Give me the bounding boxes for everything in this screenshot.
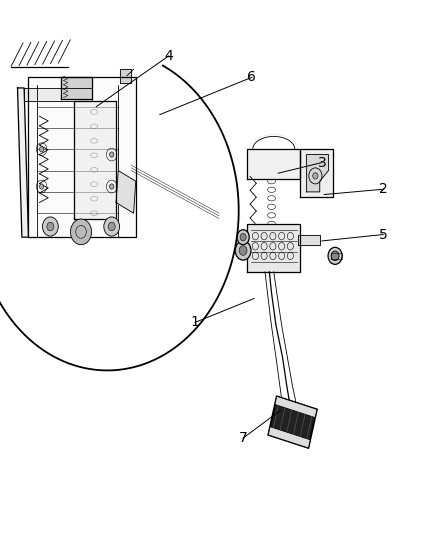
- Polygon shape: [18, 88, 28, 237]
- Circle shape: [240, 233, 246, 241]
- Polygon shape: [307, 155, 328, 192]
- Circle shape: [110, 184, 114, 189]
- Polygon shape: [298, 235, 320, 245]
- Text: 3: 3: [318, 156, 326, 169]
- Circle shape: [313, 173, 318, 179]
- Text: 6: 6: [247, 70, 256, 84]
- Text: 7: 7: [239, 431, 247, 445]
- Text: 2: 2: [379, 182, 388, 196]
- Circle shape: [42, 217, 58, 236]
- Circle shape: [104, 217, 120, 236]
- Polygon shape: [61, 77, 92, 99]
- Polygon shape: [116, 171, 136, 213]
- Text: 1: 1: [191, 316, 199, 329]
- Circle shape: [108, 222, 115, 231]
- Polygon shape: [74, 101, 116, 219]
- Polygon shape: [300, 149, 333, 197]
- Polygon shape: [24, 88, 92, 101]
- Text: 5: 5: [379, 228, 388, 241]
- Circle shape: [331, 251, 339, 261]
- Circle shape: [39, 147, 44, 152]
- Polygon shape: [247, 224, 300, 272]
- Polygon shape: [28, 77, 136, 237]
- Text: 4: 4: [164, 49, 173, 63]
- Polygon shape: [268, 426, 310, 448]
- Circle shape: [239, 246, 247, 255]
- Circle shape: [71, 219, 92, 245]
- Polygon shape: [120, 69, 131, 83]
- Polygon shape: [275, 396, 317, 418]
- Circle shape: [47, 222, 54, 231]
- Circle shape: [328, 247, 342, 264]
- Circle shape: [110, 152, 114, 157]
- Circle shape: [39, 184, 44, 189]
- Polygon shape: [268, 396, 317, 448]
- Polygon shape: [247, 149, 300, 179]
- Circle shape: [237, 230, 249, 245]
- Circle shape: [235, 241, 251, 260]
